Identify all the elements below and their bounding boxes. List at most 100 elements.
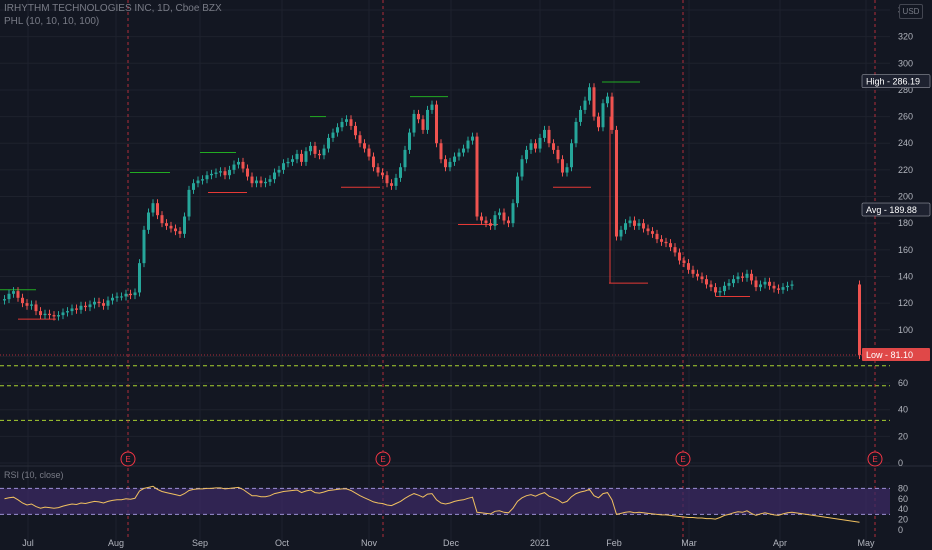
candle — [291, 159, 294, 162]
candle — [858, 284, 861, 355]
candle — [466, 140, 470, 149]
candle — [705, 279, 708, 285]
price-tick-label: 180 — [898, 218, 913, 228]
rsi-tick-label: 20 — [898, 515, 908, 525]
candle — [633, 220, 636, 226]
candle — [12, 291, 15, 294]
candle — [156, 203, 159, 216]
earnings-lines — [127, 0, 876, 540]
rsi-band — [0, 488, 890, 515]
candle — [39, 311, 42, 316]
pivot-lines — [0, 81, 750, 320]
candle — [160, 215, 164, 224]
candle — [448, 161, 452, 168]
price-badge-text: High - 286.19 — [866, 77, 920, 87]
candle — [412, 113, 416, 133]
candle — [453, 156, 456, 162]
earnings-marker — [375, 451, 391, 467]
candle — [687, 263, 690, 270]
candle — [736, 276, 740, 280]
candle — [259, 180, 263, 184]
candle — [30, 304, 33, 306]
candle — [678, 252, 681, 261]
candle — [561, 159, 564, 173]
candle — [502, 212, 506, 221]
candle — [61, 312, 65, 316]
candle — [246, 168, 249, 177]
price-tick-label: 20 — [898, 431, 908, 441]
candle — [462, 148, 465, 153]
rsi-tick-label: 0 — [898, 525, 903, 535]
price-badge-text: Low - 81.10 — [866, 350, 913, 360]
candle — [408, 132, 411, 150]
candle — [201, 179, 204, 181]
price-tick-label: 220 — [898, 165, 913, 175]
candle — [601, 103, 605, 128]
candle — [700, 276, 704, 280]
currency-button[interactable]: USD — [899, 4, 923, 19]
candle — [421, 119, 425, 130]
candle — [444, 159, 447, 168]
candle — [664, 241, 668, 244]
earnings-marker-label: E — [872, 455, 877, 464]
candle — [376, 167, 380, 173]
candle — [345, 119, 348, 122]
candle — [273, 172, 276, 180]
candle — [525, 149, 528, 160]
candle — [660, 239, 663, 242]
candle — [403, 149, 407, 168]
candle — [75, 308, 78, 310]
candle — [790, 284, 794, 286]
earnings-marker-label: E — [380, 455, 385, 464]
candle — [327, 137, 330, 149]
symbol-title: IRHYTHM TECHNOLOGIES INC, 1D, Cboe BZX — [4, 3, 222, 14]
candle — [66, 311, 69, 313]
candlesticks — [3, 83, 861, 359]
candle — [241, 161, 245, 169]
candle — [493, 215, 497, 226]
candle — [97, 301, 101, 304]
candle — [232, 164, 236, 170]
candle — [183, 216, 186, 234]
candle — [543, 129, 546, 138]
candle — [133, 292, 137, 296]
candle — [777, 288, 780, 290]
price-tick-label: 100 — [898, 325, 913, 335]
price-tick-label: 300 — [898, 58, 913, 68]
candle — [250, 176, 254, 184]
candle — [606, 96, 609, 104]
rsi-tick-label: 60 — [898, 494, 908, 504]
candle — [538, 137, 542, 149]
candle — [489, 223, 492, 226]
candle — [309, 145, 312, 152]
time-tick-label: Apr — [773, 538, 787, 548]
rsi-panel — [0, 485, 890, 523]
candle — [651, 231, 654, 234]
candle — [354, 125, 357, 136]
candle — [480, 216, 483, 221]
candle — [520, 159, 524, 177]
candle — [331, 132, 335, 138]
candle — [187, 189, 191, 217]
candle — [709, 284, 713, 288]
time-axis[interactable]: Jul Aug Sep Oct Nov Dec 2021 Feb Mar Apr May — [22, 538, 875, 548]
candle — [732, 279, 735, 284]
candle — [322, 148, 326, 156]
candle — [192, 183, 195, 190]
candle — [723, 285, 726, 292]
candle — [718, 291, 722, 293]
candle — [592, 87, 596, 117]
candle — [471, 136, 474, 141]
candle — [574, 121, 578, 144]
time-tick-label: Oct — [275, 538, 290, 548]
candle — [430, 104, 434, 110]
price-tick-label: 280 — [898, 85, 913, 95]
candle — [25, 303, 29, 306]
candle — [210, 173, 213, 176]
candle — [763, 281, 767, 285]
